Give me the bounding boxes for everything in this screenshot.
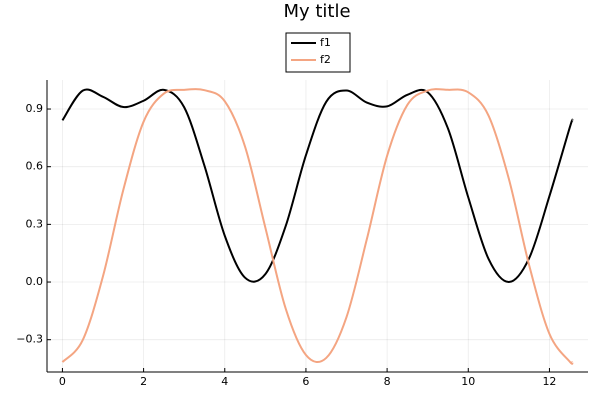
- x-tick-label: 12: [542, 375, 556, 388]
- x-tick-label: 6: [302, 375, 309, 388]
- x-tick-label: 0: [59, 375, 66, 388]
- x-tick-label: 2: [140, 375, 147, 388]
- y-tick-label: 0.0: [26, 275, 44, 288]
- legend-box: [285, 32, 351, 73]
- x-tick-label: 10: [461, 375, 475, 388]
- x-tick-label: 8: [384, 375, 391, 388]
- line: [61, 88, 574, 365]
- chart-title: My title: [283, 1, 350, 22]
- legend-label: f1: [320, 36, 331, 49]
- y-tick-label: 0.3: [26, 217, 44, 230]
- legend-label: f2: [320, 53, 331, 66]
- x-tick-label: 4: [221, 375, 228, 388]
- line: [61, 88, 574, 284]
- y-tick-label: 0.6: [26, 160, 44, 173]
- y-tick-label: −0.3: [16, 333, 43, 346]
- y-tick-label: 0.9: [26, 102, 44, 115]
